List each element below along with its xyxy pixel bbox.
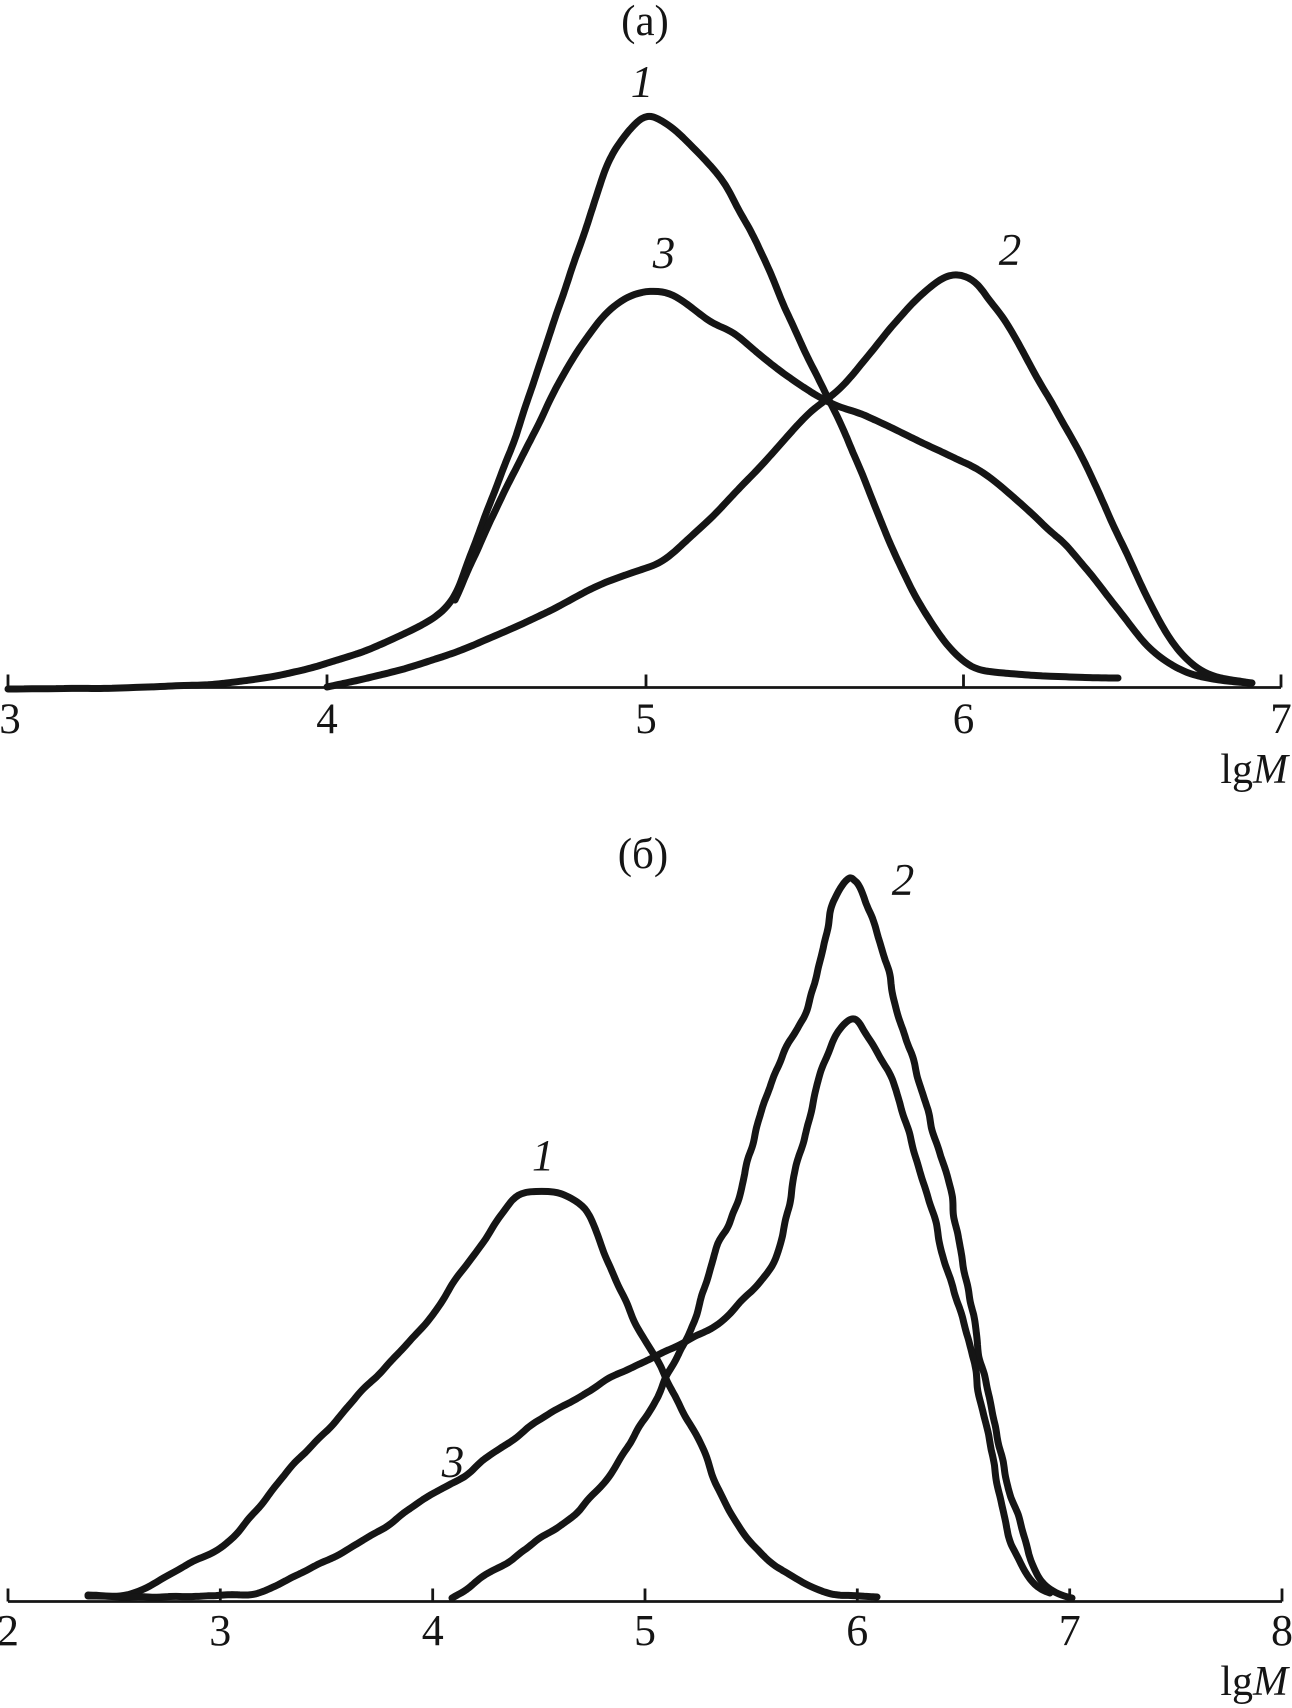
svg-text:7: 7 [1059, 1606, 1081, 1655]
svg-text:lgM: lgM [1220, 1659, 1290, 1705]
svg-text:6: 6 [953, 696, 975, 743]
svg-text:3: 3 [209, 1606, 231, 1655]
svg-text:5: 5 [635, 696, 657, 743]
svg-text:4: 4 [422, 1606, 444, 1655]
svg-text:4: 4 [316, 696, 338, 743]
svg-text:2: 2 [0, 1606, 19, 1655]
svg-text:(б): (б) [618, 831, 669, 878]
svg-text:2: 2 [999, 225, 1022, 275]
svg-text:lgM: lgM [1220, 747, 1290, 793]
svg-text:1: 1 [631, 57, 654, 107]
svg-text:2: 2 [892, 855, 915, 905]
svg-text:5: 5 [634, 1606, 656, 1655]
svg-text:1: 1 [532, 1131, 554, 1180]
svg-text:6: 6 [846, 1606, 868, 1655]
svg-text:3: 3 [0, 696, 21, 743]
svg-text:7: 7 [1270, 696, 1292, 743]
svg-text:3: 3 [652, 228, 676, 278]
svg-text:8: 8 [1271, 1606, 1292, 1655]
svg-text:(а): (а) [621, 0, 669, 45]
svg-text:3: 3 [441, 1437, 465, 1487]
